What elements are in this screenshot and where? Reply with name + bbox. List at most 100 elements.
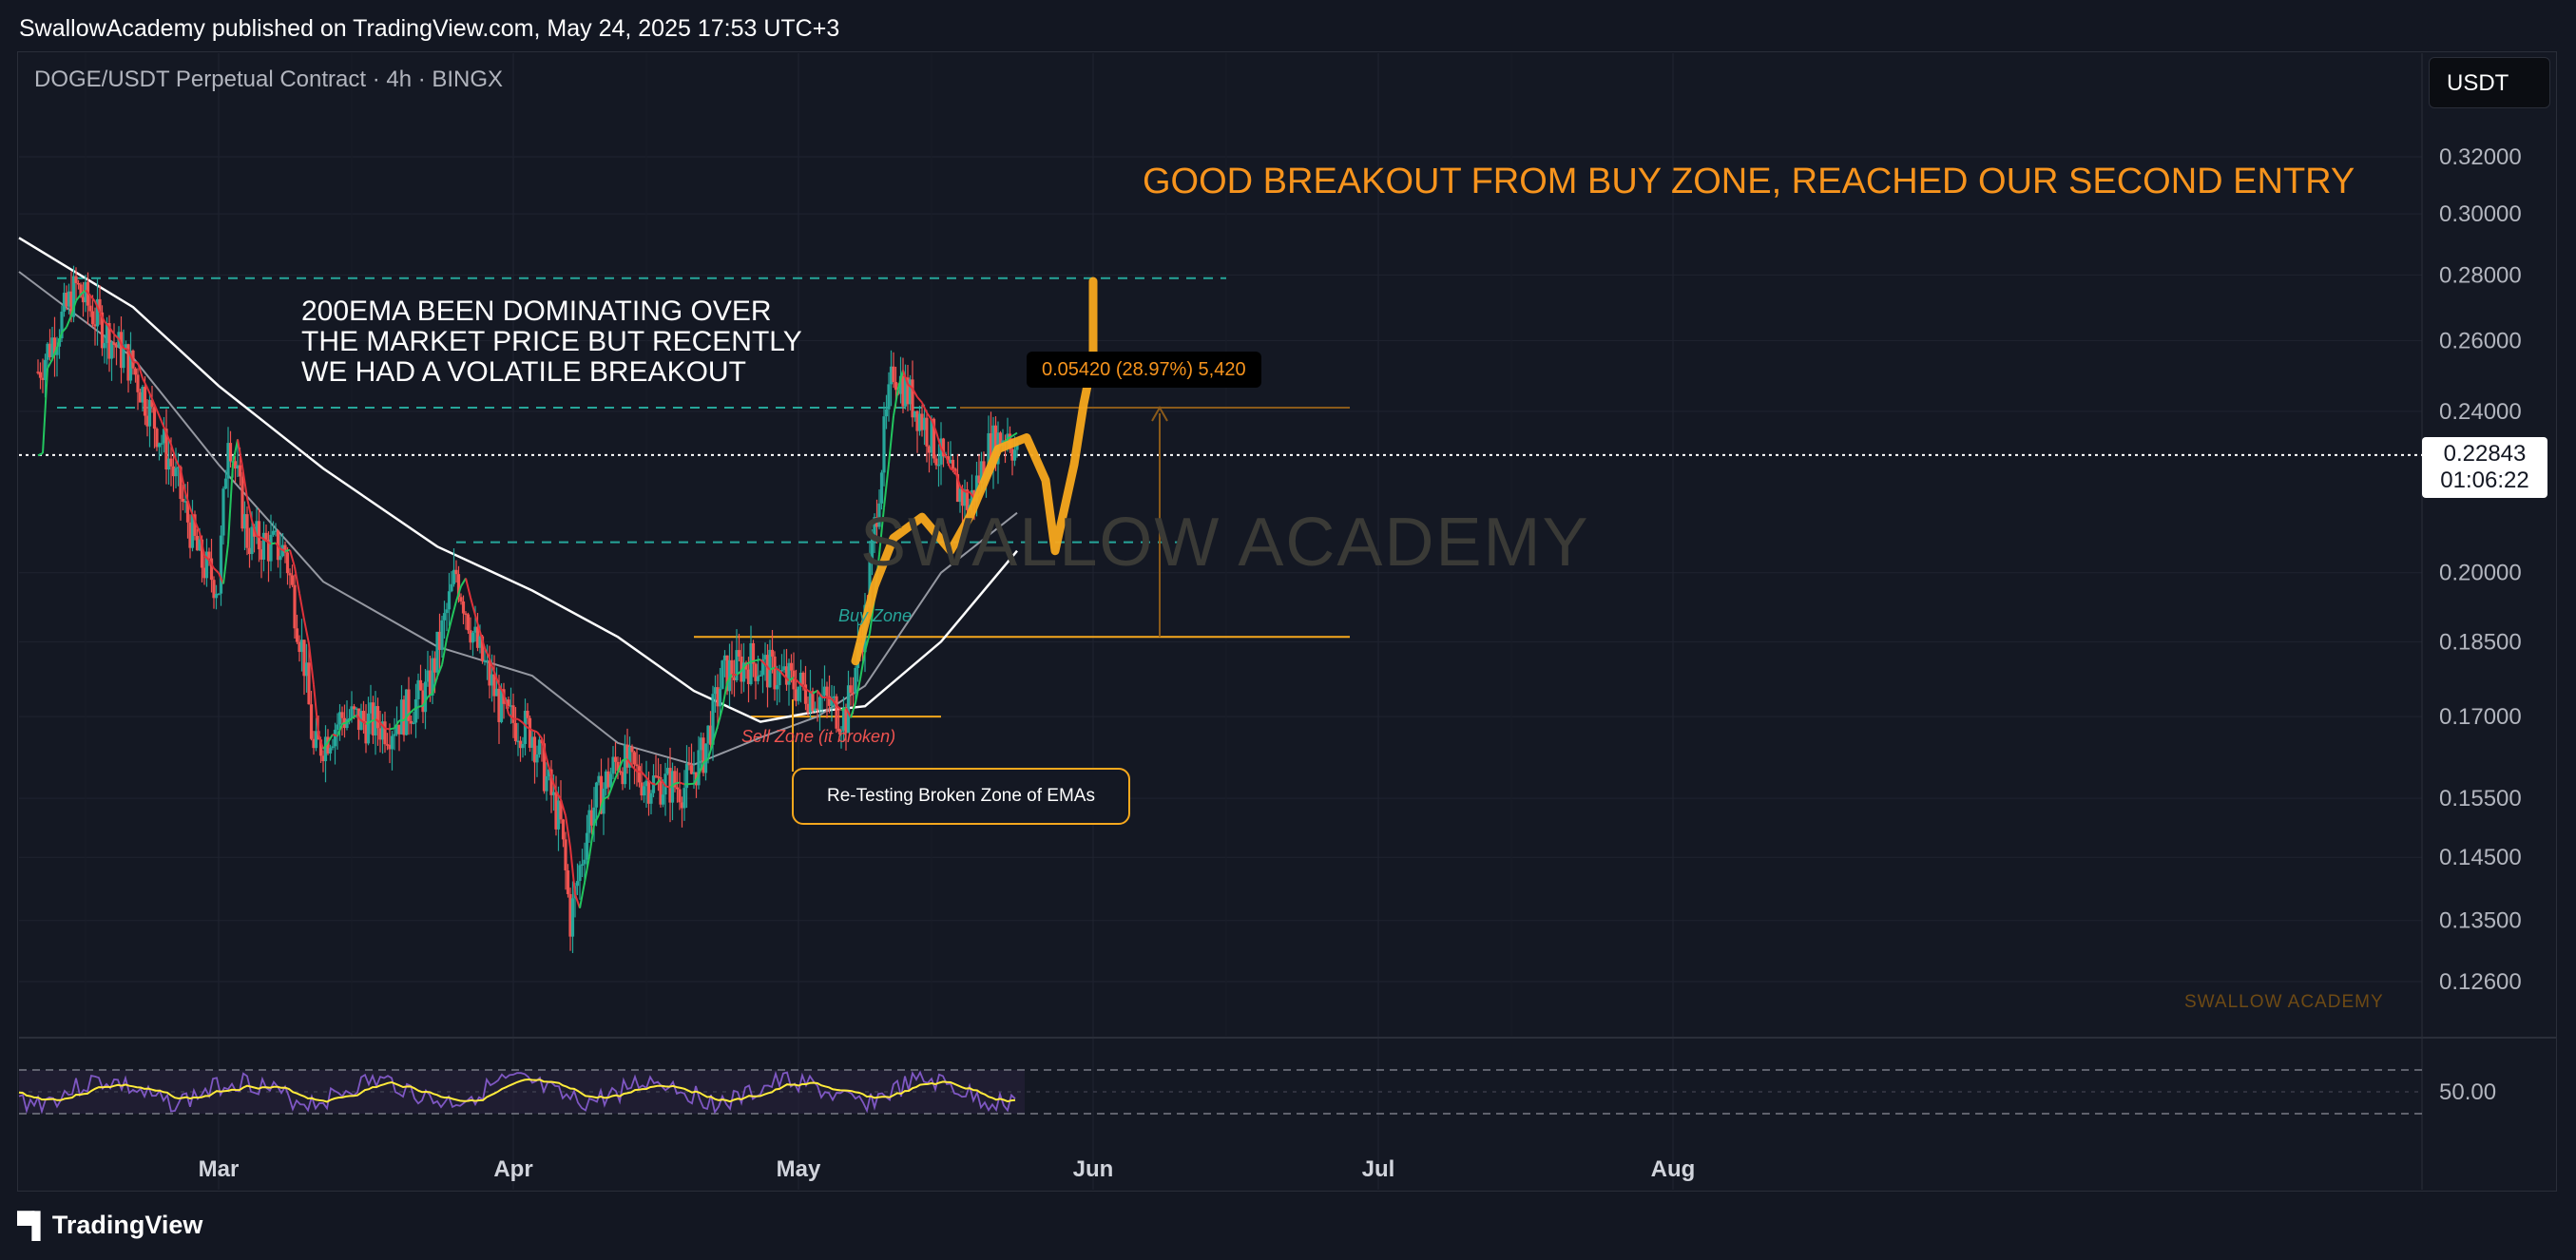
candle-body xyxy=(480,636,485,661)
ema-short-segment xyxy=(222,544,229,584)
candle-body xyxy=(361,711,366,722)
ema-short-segment xyxy=(123,347,129,351)
candle-body xyxy=(778,670,781,686)
ema-short-segment xyxy=(779,669,785,678)
chart-frame[interactable] xyxy=(17,51,2557,1192)
watermark: SWALLOW ACADEMY xyxy=(860,505,1590,581)
candle-body xyxy=(499,689,504,722)
ema-short-segment xyxy=(232,439,239,465)
candle-body xyxy=(682,788,686,809)
ema-short-segment xyxy=(99,312,106,322)
ema-short-segment xyxy=(151,398,158,410)
candle-body xyxy=(632,752,637,765)
candle-body xyxy=(894,382,898,391)
ema-short-segment xyxy=(137,362,144,379)
candle-body xyxy=(913,410,917,418)
price-axis: 0.32000 0.30000 0.28000 0.26000 0.24000 0.200… xyxy=(2439,144,2522,995)
candle-body xyxy=(585,832,589,860)
candle-body xyxy=(836,728,841,732)
ema-short-segment xyxy=(679,781,685,786)
tradingview-logo[interactable]: ▀▌ TradingView xyxy=(17,1211,202,1240)
ema-short-segment xyxy=(864,633,871,652)
candle-body xyxy=(209,558,214,581)
ema-short-segment xyxy=(460,578,467,587)
tradingview-icon: ▀▌ xyxy=(17,1211,49,1239)
candle-body xyxy=(352,706,356,710)
candle-body xyxy=(488,659,491,686)
candle-body xyxy=(960,488,965,506)
ema-short-segment xyxy=(175,459,182,470)
candle-body xyxy=(74,276,78,283)
candle-body xyxy=(604,771,608,790)
ema-short-segment xyxy=(508,713,514,720)
candle-body xyxy=(915,410,919,431)
ema-short-segment xyxy=(769,666,776,671)
grid-lines xyxy=(19,53,2557,1190)
candle-body xyxy=(841,707,846,731)
candle-body xyxy=(402,699,406,735)
candle-body xyxy=(542,743,547,792)
candle-body xyxy=(152,407,157,430)
candle-body xyxy=(307,662,311,705)
ema-short-segment xyxy=(203,554,210,562)
candle-body xyxy=(171,466,176,477)
candle-body xyxy=(475,626,480,648)
ema-short-segment xyxy=(631,765,638,773)
ema-short-segment xyxy=(313,684,319,734)
candle-body xyxy=(207,551,211,559)
candle-body xyxy=(663,773,667,795)
candle-body xyxy=(179,467,183,499)
candle-body xyxy=(635,764,639,767)
ema-short-segment xyxy=(836,704,842,712)
symbol-title[interactable]: DOGE/USDT Perpetual Contract · 4h · BING… xyxy=(34,67,504,92)
candle-body xyxy=(155,429,159,448)
ema-short-segment xyxy=(451,601,457,620)
candle-body xyxy=(911,379,914,418)
candle-body xyxy=(816,708,819,711)
retest-callout: Re-Testing Broken Zone of EMAs xyxy=(792,768,1130,825)
candle-body xyxy=(737,650,741,657)
ema-short-segment xyxy=(736,670,742,677)
candle-body xyxy=(798,672,803,687)
candle-body xyxy=(65,293,68,307)
candle-body xyxy=(283,544,287,553)
candle-body xyxy=(659,777,663,805)
ema-short-segment xyxy=(317,733,324,750)
candle-body xyxy=(95,298,100,327)
ema-short-segment xyxy=(546,757,552,776)
candle-body xyxy=(991,425,995,468)
candle-body xyxy=(119,332,124,369)
ema-short-segment xyxy=(750,659,757,663)
candle-body xyxy=(81,296,86,303)
candle-body xyxy=(773,656,777,690)
headline-annotation: GOOD BREAKOUT FROM BUY ZONE, REACHED OUR… xyxy=(1143,162,2355,201)
ema-short-segment xyxy=(213,567,220,574)
ema-short-segment xyxy=(598,798,605,815)
ema-short-segment xyxy=(850,702,856,718)
candle-body xyxy=(214,593,219,599)
price-tick-label: 0.14500 xyxy=(2439,845,2522,870)
ema-short-segment xyxy=(959,485,966,493)
ema-short-segment xyxy=(788,677,795,682)
candle-body xyxy=(627,747,632,768)
candle-body xyxy=(673,771,677,788)
ema-short-segment xyxy=(436,664,443,678)
ema-short-segment xyxy=(907,383,913,390)
currency-button[interactable]: USDT xyxy=(2429,57,2550,108)
ema-short-segment xyxy=(341,721,348,725)
candle-body xyxy=(483,660,487,662)
ema-short-segment xyxy=(161,421,167,434)
candle-body xyxy=(551,792,556,795)
candle-body xyxy=(340,712,344,718)
ema-short-segment xyxy=(208,560,215,569)
ema-short-segment xyxy=(422,696,429,707)
candle-body xyxy=(181,498,185,502)
candle-body xyxy=(749,642,753,684)
candle-body xyxy=(492,674,496,697)
ema-short-segment xyxy=(51,347,58,360)
candle-body xyxy=(126,344,130,381)
last-price-tag: 0.22843 01:06:22 xyxy=(2422,437,2547,498)
candle-body xyxy=(490,674,494,686)
candle-body xyxy=(982,461,986,481)
